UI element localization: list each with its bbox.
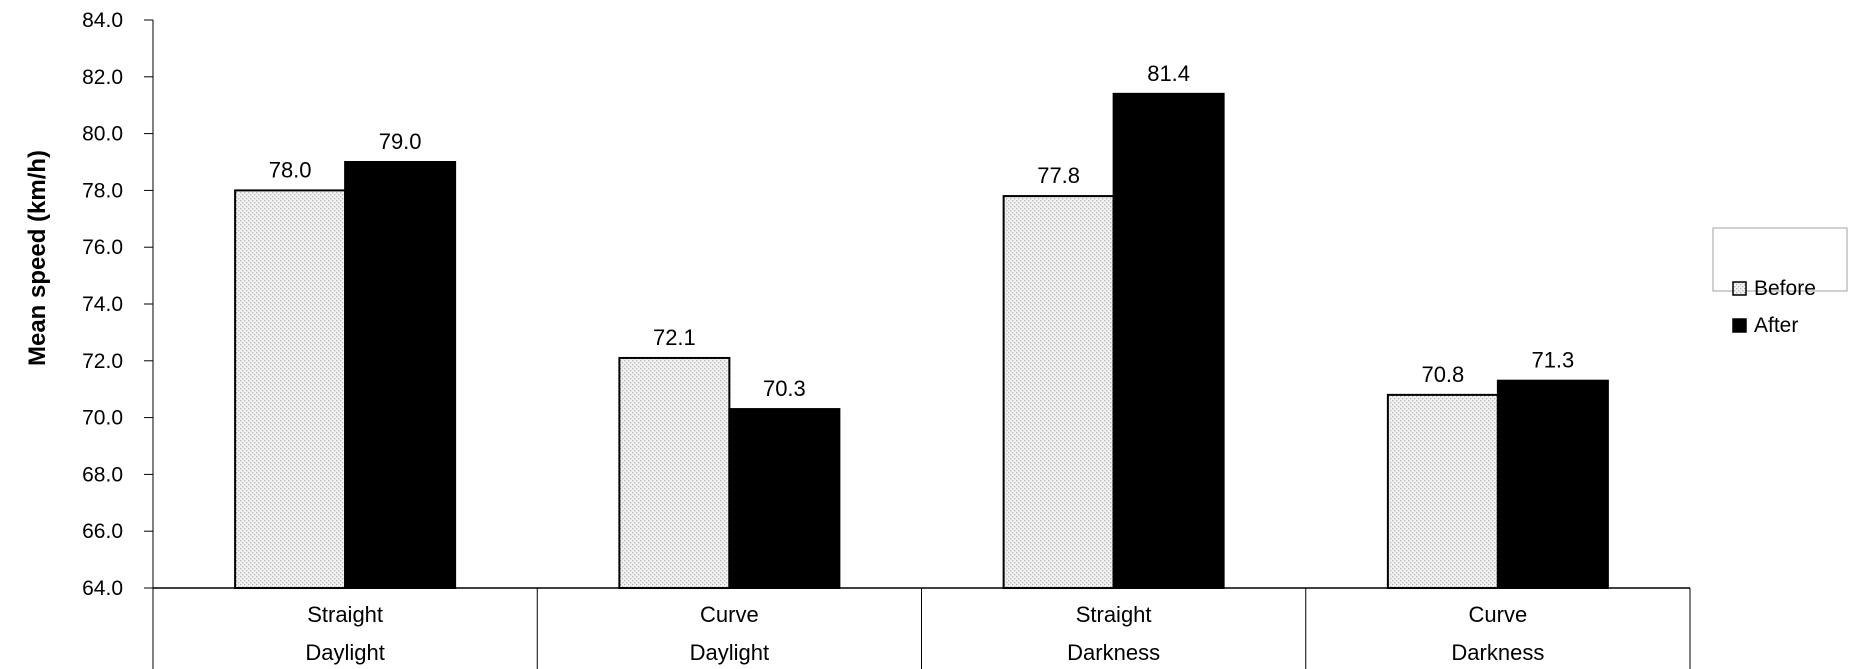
y-axis-title: Mean speed (km/h) [24, 150, 51, 366]
data-label: 78.0 [269, 157, 312, 182]
x-category-label-line2: Daylight [305, 640, 384, 665]
x-category-label-line1: Straight [1076, 602, 1152, 627]
legend-box [1712, 227, 1848, 292]
bar-before [1386, 393, 1499, 589]
y-tick-label: 84.0 [82, 9, 123, 32]
bar-before [234, 189, 347, 589]
y-tick-label: 78.0 [82, 179, 123, 202]
y-tick-label: 82.0 [82, 66, 123, 89]
data-label: 77.8 [1037, 163, 1080, 188]
data-label: 70.8 [1421, 362, 1464, 387]
legend-label-before: Before [1754, 277, 1816, 300]
bar-after [728, 408, 841, 589]
x-category-label-line2: Darkness [1067, 640, 1160, 665]
y-tick-label: 76.0 [82, 236, 123, 259]
data-label: 79.0 [379, 129, 422, 154]
x-category-label-line1: Curve [1469, 602, 1528, 627]
bar-after [344, 161, 457, 589]
y-tick-label: 74.0 [82, 293, 123, 316]
y-tick-label: 64.0 [82, 577, 123, 600]
bar-after [1112, 92, 1225, 589]
legend: Before After [1712, 227, 1848, 337]
y-tick-label: 66.0 [82, 520, 123, 543]
legend-swatch-after [1732, 318, 1747, 333]
y-tick-label: 80.0 [82, 123, 123, 146]
x-category-label-line1: Straight [307, 602, 383, 627]
x-category-label-line2: Daylight [690, 640, 769, 665]
data-label: 71.3 [1531, 348, 1574, 373]
y-tick-label: 68.0 [82, 463, 123, 486]
bar-after [1496, 379, 1609, 589]
data-label: 81.4 [1147, 61, 1190, 86]
bar-before [618, 356, 731, 589]
y-tick-label: 70.0 [82, 407, 123, 430]
legend-label-after: After [1754, 314, 1798, 337]
legend-swatch-before [1732, 281, 1747, 296]
y-tick-label: 72.0 [82, 350, 123, 373]
bar-before [1002, 195, 1115, 590]
data-label: 70.3 [763, 376, 806, 401]
x-category-label-line1: Curve [700, 602, 759, 627]
data-label: 72.1 [653, 325, 696, 350]
x-category-label-line2: Darkness [1451, 640, 1544, 665]
